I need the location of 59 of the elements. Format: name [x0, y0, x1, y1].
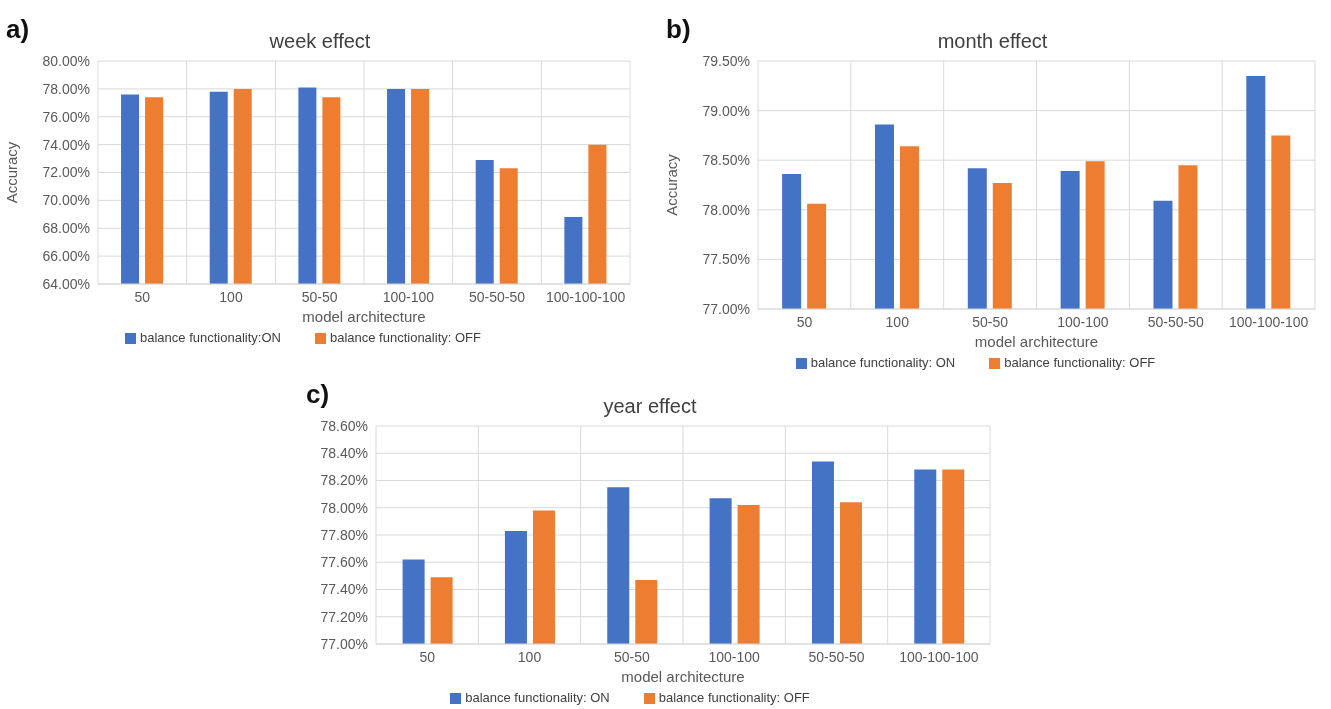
y-tick-label: 78.20%	[320, 472, 368, 489]
y-axis-title: Accuracy	[663, 153, 681, 216]
x-tick-label: 50-50	[301, 288, 338, 305]
x-tick-label: 50-50-50	[468, 288, 526, 305]
chart-title: week effect	[269, 30, 371, 52]
x-tick-label: 100	[885, 313, 910, 330]
x-tick-label: 100-100	[382, 288, 435, 305]
x-tick-label: 50-50-50	[1147, 313, 1204, 330]
legend-label: balance functionality: OFF	[1004, 355, 1156, 370]
y-tick-label: 66.00%	[42, 248, 90, 265]
y-tick-label: 78.60%	[320, 417, 368, 434]
x-tick-label: 50	[134, 288, 151, 305]
y-tick-label: 78.00%	[42, 80, 90, 97]
y-tick-label: 76.00%	[42, 108, 90, 125]
y-tick-label: 78.50%	[702, 152, 750, 169]
y-tick-label: 77.20%	[320, 608, 368, 625]
y-tick-label: 80.00%	[42, 52, 90, 69]
y-tick-label: 78.40%	[320, 445, 368, 462]
y-tick-label: 74.00%	[42, 136, 90, 153]
x-tick-label: 50	[419, 648, 436, 665]
y-tick-label: 77.40%	[320, 581, 368, 598]
x-tick-label: 100-100	[1057, 313, 1109, 330]
x-tick-label: 100	[517, 648, 542, 665]
y-tick-label: 77.00%	[702, 300, 750, 317]
y-tick-label: 77.60%	[320, 554, 368, 571]
y-tick-label: 78.00%	[320, 499, 368, 516]
y-axis-title: Accuracy	[3, 141, 21, 204]
x-tick-label: 100	[219, 288, 243, 305]
y-tick-label: 79.50%	[702, 52, 750, 69]
chart-title: year effect	[603, 395, 697, 417]
x-tick-label: 50-50	[972, 313, 1009, 330]
y-tick-label: 77.00%	[320, 635, 368, 652]
text: b)	[666, 14, 691, 45]
y-tick-label: 68.00%	[42, 220, 90, 237]
x-axis-title: model architecture	[302, 308, 426, 325]
x-tick-label: 50-50-50	[808, 648, 865, 665]
legend-label: balance functionality: OFF	[658, 690, 810, 705]
y-tick-label: 72.00%	[42, 164, 90, 181]
legend-label: balance functionality: ON	[810, 355, 956, 370]
y-tick-label: 77.80%	[320, 526, 368, 543]
x-tick-label: 100-100-100	[899, 648, 979, 665]
y-tick-label: 79.00%	[702, 102, 750, 119]
x-axis-title: model architecture	[974, 333, 1099, 350]
y-tick-label: 70.00%	[42, 192, 90, 209]
legend-label: balance functionality: OFF	[329, 330, 481, 345]
text: c)	[306, 379, 330, 410]
legend-label: balance functionality: ON	[465, 690, 610, 705]
x-tick-label: 100-100	[708, 648, 761, 665]
x-tick-label: 50-50	[613, 648, 650, 665]
x-tick-label: 100-100-100	[1228, 313, 1309, 330]
text: a)	[6, 14, 30, 45]
y-tick-label: 78.00%	[702, 201, 750, 218]
y-tick-label: 77.50%	[702, 251, 750, 268]
x-axis-title: model architecture	[621, 668, 745, 685]
legend-label: balance functionality:ON	[140, 330, 281, 345]
x-tick-label: 100-100-100	[545, 288, 626, 305]
y-tick-label: 64.00%	[42, 275, 90, 292]
x-tick-label: 50	[796, 313, 813, 330]
chart-title: month effect	[937, 30, 1048, 52]
